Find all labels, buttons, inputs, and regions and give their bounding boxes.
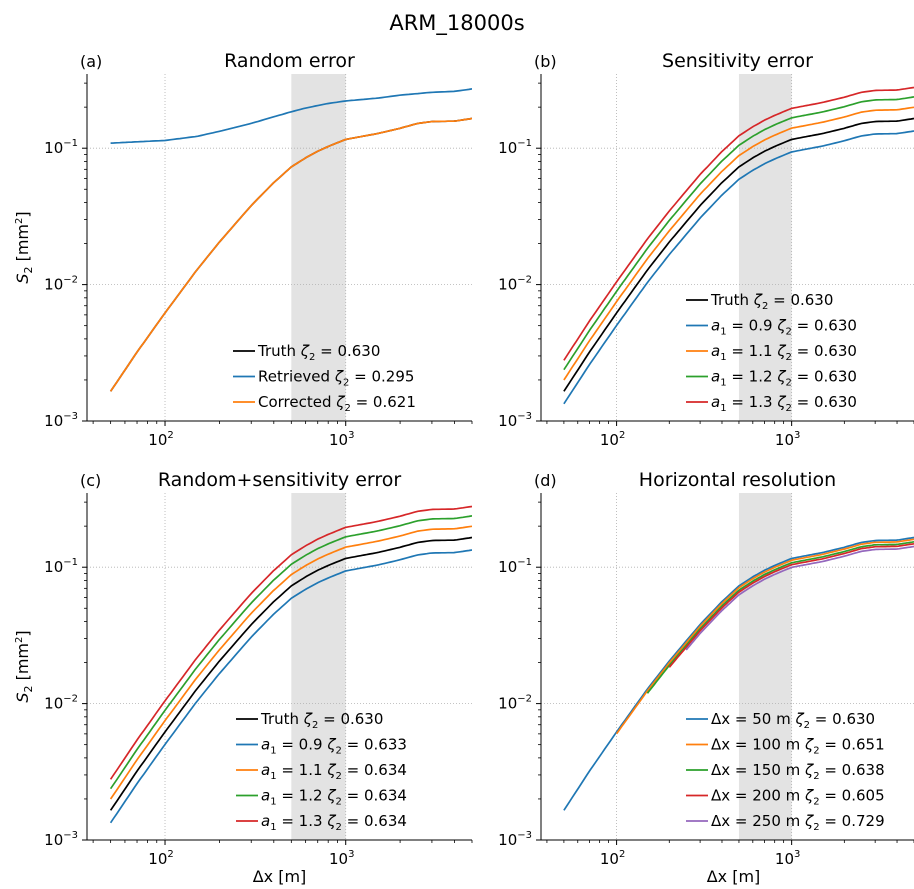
panel-d: 10−3 10−2 10−1 102 103 (d) Horizontal resoluti…: [498, 469, 914, 886]
x-tick-label: 103: [329, 430, 354, 449]
x-tick-label: 102: [148, 430, 173, 449]
legend-entry: Truth ζ2 = 0.630: [260, 710, 383, 731]
legend-entry: a1 = 1.3 ζ2 = 0.630: [711, 393, 857, 414]
panel-title: Sensitivity error: [662, 50, 813, 72]
y-tick-label: 10−1: [498, 557, 532, 576]
y-tick-label: 10−1: [498, 138, 532, 157]
panel-label: (a): [80, 52, 102, 71]
series-line: [668, 542, 914, 668]
x-tick-label: 102: [148, 849, 173, 868]
legend-entry: a1 = 0.9 ζ2 = 0.633: [261, 736, 407, 757]
series-group: [563, 86, 914, 405]
series-line: [563, 106, 914, 381]
x-tick-label: 102: [600, 849, 625, 868]
y-tick-label: 10−3: [498, 830, 532, 849]
legend-entry: Corrected ζ2 = 0.621: [258, 393, 416, 414]
y-axis-label: S2 [mm2]: [13, 630, 35, 702]
y-tick-label: 10−1: [44, 138, 78, 157]
x-tick-label: 103: [775, 849, 800, 868]
series-line: [109, 117, 472, 392]
panel-a: 10−3 10−2 10−1 102 103 (a) Random error S2 [mm2…: [13, 50, 473, 449]
y-tick-label: 10−3: [498, 411, 532, 430]
series-line: [563, 130, 914, 405]
series-line: [563, 536, 914, 811]
series-line: [109, 505, 472, 780]
y-tick-label: 10−2: [44, 275, 78, 294]
y-tick-label: 10−1: [44, 557, 78, 576]
y-tick-label: 10−2: [44, 694, 78, 713]
panel-label: (c): [80, 471, 101, 490]
legend: Truth ζ2 = 0.630 a1 = 0.9 ζ2 = 0.633 a1 = …: [236, 710, 407, 833]
legend-entry: Δx = 50 m ζ2 = 0.630: [711, 710, 875, 731]
series-group: [109, 505, 472, 824]
y-tick-label: 10−3: [44, 411, 78, 430]
shaded-band: [291, 74, 346, 421]
panel-c: 10−3 10−2 10−1 102 103 (c) Random+sensitivity …: [13, 469, 473, 886]
panel-title: Horizontal resolution: [639, 469, 836, 491]
series-line: [110, 88, 472, 144]
x-tick-label: 103: [329, 849, 354, 868]
legend-entry: Δx = 200 m ζ2 = 0.605: [711, 787, 885, 808]
y-axis-label: S2 [mm2]: [13, 211, 35, 283]
legend-entry: Truth ζ2 = 0.630: [257, 342, 380, 363]
x-tick-label: 102: [600, 430, 625, 449]
series-group: [563, 536, 914, 811]
series-group: [109, 88, 472, 392]
series-line: [109, 536, 472, 811]
series-line: [563, 86, 914, 361]
legend: Truth ζ2 = 0.630 Retrieved ζ2 = 0.295 Corr…: [233, 342, 416, 414]
legend-entry: a1 = 1.2 ζ2 = 0.634: [261, 787, 407, 808]
legend-entry: a1 = 1.3 ζ2 = 0.634: [261, 812, 407, 833]
panel-label: (b): [534, 52, 557, 71]
panel-title: Random error: [224, 50, 355, 72]
x-axis-label: Δx [m]: [253, 867, 307, 886]
legend-entry: a1 = 1.1 ζ2 = 0.630: [711, 342, 857, 363]
series-line: [615, 538, 914, 735]
series-line: [563, 117, 914, 392]
legend: Δx = 50 m ζ2 = 0.630 Δx = 100 m ζ2 = 0.65…: [686, 710, 885, 833]
series-line: [563, 96, 914, 371]
legend-entry: Retrieved ζ2 = 0.295: [258, 368, 414, 389]
legend-entry: a1 = 0.9 ζ2 = 0.630: [711, 317, 857, 338]
legend: Truth ζ2 = 0.630 a1 = 0.9 ζ2 = 0.630 a1 = …: [686, 291, 857, 414]
legend-entry: Truth ζ2 = 0.630: [710, 291, 833, 312]
y-tick-label: 10−3: [44, 830, 78, 849]
series-line: [109, 549, 472, 824]
y-tick-label: 10−2: [498, 275, 532, 294]
x-tick-label: 103: [775, 430, 800, 449]
legend-entry: Δx = 250 m ζ2 = 0.729: [711, 812, 885, 833]
shaded-band: [738, 493, 792, 840]
series-line: [646, 540, 914, 694]
y-tick-label: 10−2: [498, 694, 532, 713]
x-axis-label: Δx [m]: [707, 867, 761, 886]
legend-entry: Δx = 150 m ζ2 = 0.638: [711, 761, 885, 782]
panel-title: Random+sensitivity error: [158, 469, 402, 491]
legend-entry: Δx = 100 m ζ2 = 0.651: [711, 736, 885, 757]
series-line: [109, 515, 472, 790]
legend-entry: a1 = 1.1 ζ2 = 0.634: [261, 761, 407, 782]
legend-entry: a1 = 1.2 ζ2 = 0.630: [711, 368, 857, 389]
panel-label: (d): [534, 471, 557, 490]
panel-b: 10−3 10−2 10−1 102 103 (b) Sensitivity error Tr…: [498, 50, 914, 449]
series-line: [109, 525, 472, 800]
series-line: [685, 545, 914, 651]
figure-title: ARM_18000s: [389, 11, 524, 36]
